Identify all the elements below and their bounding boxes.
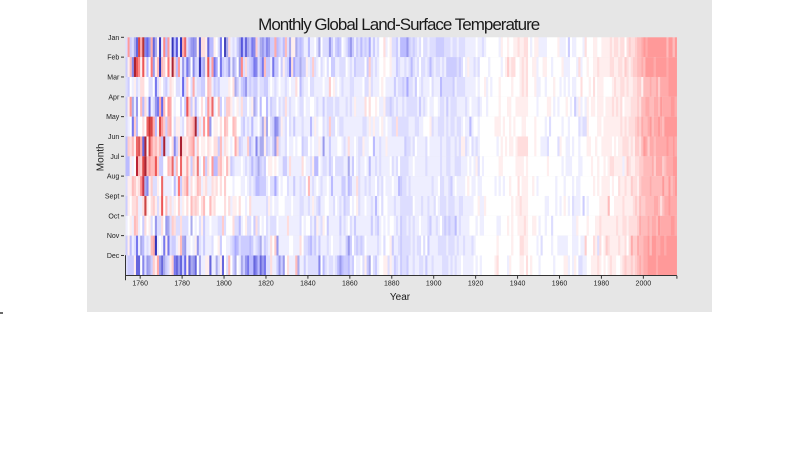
svg-text:1940: 1940 xyxy=(510,280,526,287)
svg-text:1780: 1780 xyxy=(175,280,191,287)
svg-text:Monthly Global Land-Surface Te: Monthly Global Land-Surface Temperature xyxy=(258,15,540,34)
svg-text:Feb: Feb xyxy=(108,55,120,62)
svg-text:1820: 1820 xyxy=(258,280,274,287)
svg-text:Apr: Apr xyxy=(109,94,121,101)
svg-text:Month: Month xyxy=(96,143,107,171)
svg-text:1860: 1860 xyxy=(342,280,358,287)
svg-text:1920: 1920 xyxy=(468,280,484,287)
svg-text:1900: 1900 xyxy=(426,280,442,287)
svg-text:1880: 1880 xyxy=(384,280,400,287)
svg-text:Nov: Nov xyxy=(107,233,120,240)
svg-text:Sept: Sept xyxy=(105,194,119,201)
svg-text:Jun: Jun xyxy=(108,134,119,141)
svg-text:1800: 1800 xyxy=(217,280,233,287)
svg-text:Oct: Oct xyxy=(109,213,120,220)
svg-text:Jan: Jan xyxy=(108,35,119,42)
svg-text:Year: Year xyxy=(390,292,411,303)
svg-text:Aug: Aug xyxy=(107,174,120,181)
svg-text:1980: 1980 xyxy=(594,280,610,287)
svg-text:Mar: Mar xyxy=(108,75,121,82)
svg-text:1960: 1960 xyxy=(552,280,568,287)
svg-text:2000: 2000 xyxy=(636,280,652,287)
svg-text:1760: 1760 xyxy=(133,280,149,287)
svg-text:Dec: Dec xyxy=(107,253,120,260)
svg-text:1840: 1840 xyxy=(300,280,316,287)
svg-text:Jul: Jul xyxy=(111,154,120,161)
svg-text:May: May xyxy=(106,114,120,121)
